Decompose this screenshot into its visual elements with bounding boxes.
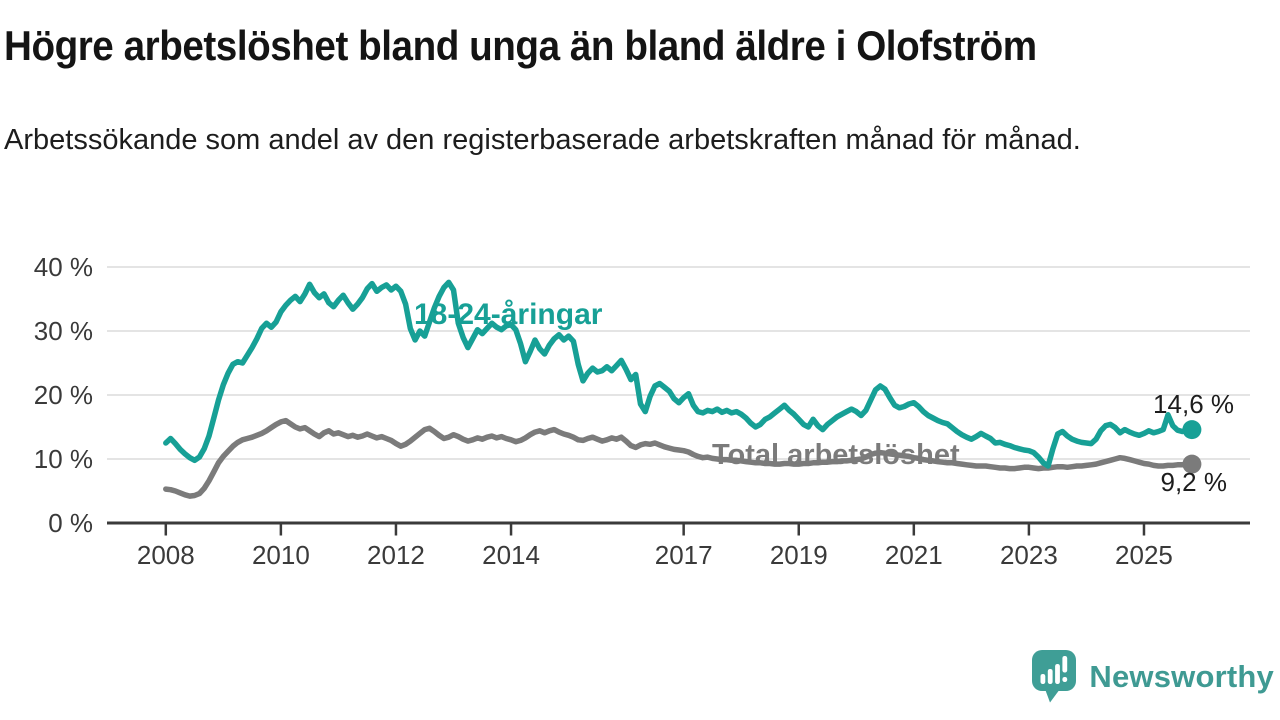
x-tick-label: 2012 (367, 540, 425, 570)
x-tick-label: 2010 (252, 540, 310, 570)
y-tick-label: 20 % (34, 380, 93, 410)
x-tick-label: 2017 (655, 540, 713, 570)
x-tick-label: 2008 (137, 540, 195, 570)
annotation-youth-end-value: 14,6 % (1153, 389, 1234, 419)
newsworthy-wordmark: Newsworthy (1089, 658, 1274, 694)
y-tick-label: 30 % (34, 316, 93, 346)
series-line-total (163, 417, 1195, 499)
x-tick-label: 2019 (770, 540, 828, 570)
annotation-youth-series-label: 18-24-åringar (414, 298, 603, 331)
annotation-total-series-label: Total arbetslöshet (712, 439, 960, 471)
x-tick-label: 2023 (1000, 540, 1058, 570)
annotation-total-end-value: 9,2 % (1161, 467, 1228, 497)
x-tick-label: 2014 (482, 540, 540, 570)
x-tick-label: 2025 (1115, 540, 1173, 570)
page-title: Högre arbetslöshet bland unga än bland ä… (4, 22, 1037, 69)
x-tick-label: 2021 (885, 540, 943, 570)
y-tick-label: 10 % (34, 444, 93, 474)
y-tick-label: 40 % (34, 252, 93, 282)
series-end-dot-youth (1182, 420, 1202, 440)
newsworthy-logo: Newsworthy (1031, 649, 1274, 704)
series-line-youth (163, 279, 1195, 469)
newsworthy-logo-icon (1032, 650, 1077, 703)
y-tick-label: 0 % (48, 508, 93, 538)
page-subtitle: Arbetssökande som andel av den registerb… (4, 124, 1081, 156)
series-end-dot-total (1182, 454, 1202, 474)
